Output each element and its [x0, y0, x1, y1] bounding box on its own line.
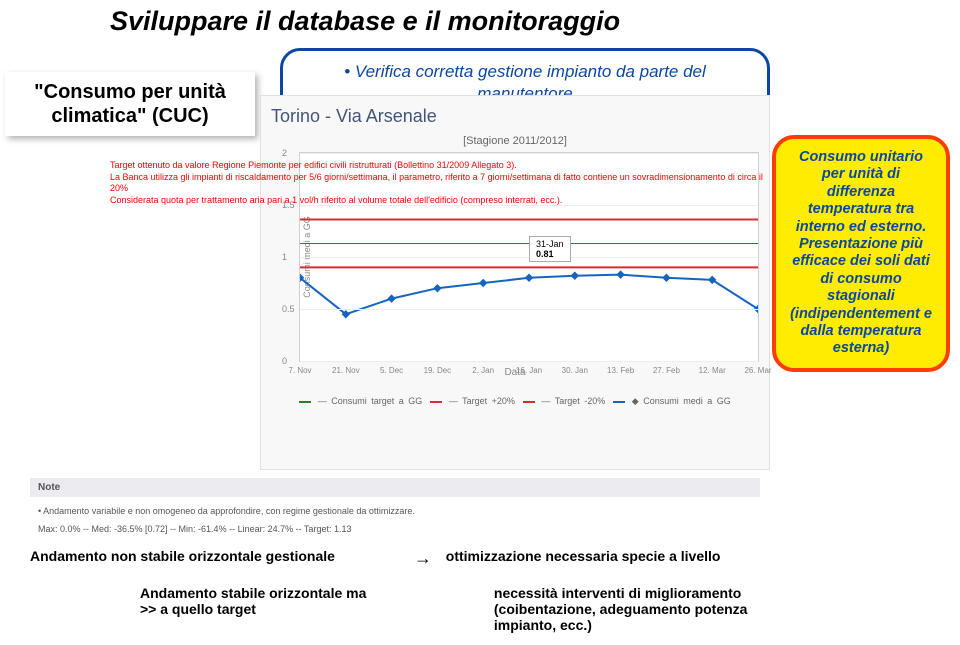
- red-line2: La Banca utilizza gli impianti di riscal…: [110, 172, 770, 195]
- footer1-left: Andamento non stabile orizzontale gestio…: [30, 548, 400, 564]
- footer2-left-l2: >> a quello target: [140, 601, 256, 617]
- chart-callout: 31-Jan 0.81: [529, 236, 571, 262]
- footer2-right-l3: impianto, ecc.): [494, 617, 592, 633]
- callout-label: 31-Jan: [536, 239, 564, 249]
- yellow-text: Consumo unitario per unità di differenza…: [790, 149, 932, 356]
- footer2-right-l2: (coibentazione, adeguamento potenza: [494, 601, 748, 617]
- footer-row2: Andamento stabile orizzontale ma >> a qu…: [30, 585, 930, 635]
- chart-subtitle: [Stagione 2011/2012]: [261, 135, 769, 147]
- footer1-right: ottimizzazione necessaria specie a livel…: [446, 548, 876, 564]
- chart-legend: — Consumi target a GG — Target +20% — Ta…: [261, 396, 769, 407]
- cuc-line1: "Consumo per unità: [34, 81, 226, 103]
- arrow-icon: →: [414, 548, 432, 569]
- note-header: Note: [30, 478, 760, 497]
- red-line3: Considerata quota per trattamento aria p…: [110, 195, 770, 207]
- highlight-box: Consumo unitario per unità di differenza…: [772, 135, 950, 372]
- cuc-label-box: "Consumo per unità climatica" (CUC): [5, 72, 255, 136]
- cuc-line2: climatica" (CUC): [51, 105, 208, 127]
- page-title: Sviluppare il database e il monitoraggio: [110, 6, 620, 37]
- chart-title: Torino - Via Arsenale: [261, 96, 769, 137]
- bullet-dot: •: [344, 62, 355, 81]
- footer2-left-l1: Andamento stabile orizzontale ma: [140, 585, 366, 601]
- footer-row1: Andamento non stabile orizzontale gestio…: [30, 548, 930, 570]
- callout-value: 0.81: [536, 249, 564, 259]
- red-annotation: Target ottenuto da valore Regione Piemon…: [110, 160, 770, 207]
- chart-panel: Torino - Via Arsenale [Stagione 2011/201…: [260, 95, 770, 470]
- note-body: • Andamento variabile e non omogeneo da …: [30, 498, 760, 543]
- footer2-right-l1: necessità interventi di miglioramento: [494, 585, 741, 601]
- red-line1: Target ottenuto da valore Regione Piemon…: [110, 160, 770, 172]
- note-bullet: Andamento variabile e non omogeneo da ap…: [43, 506, 415, 516]
- note-stats: Max: 0.0% -- Med: -36.5% [0.72] -- Min: …: [38, 522, 752, 536]
